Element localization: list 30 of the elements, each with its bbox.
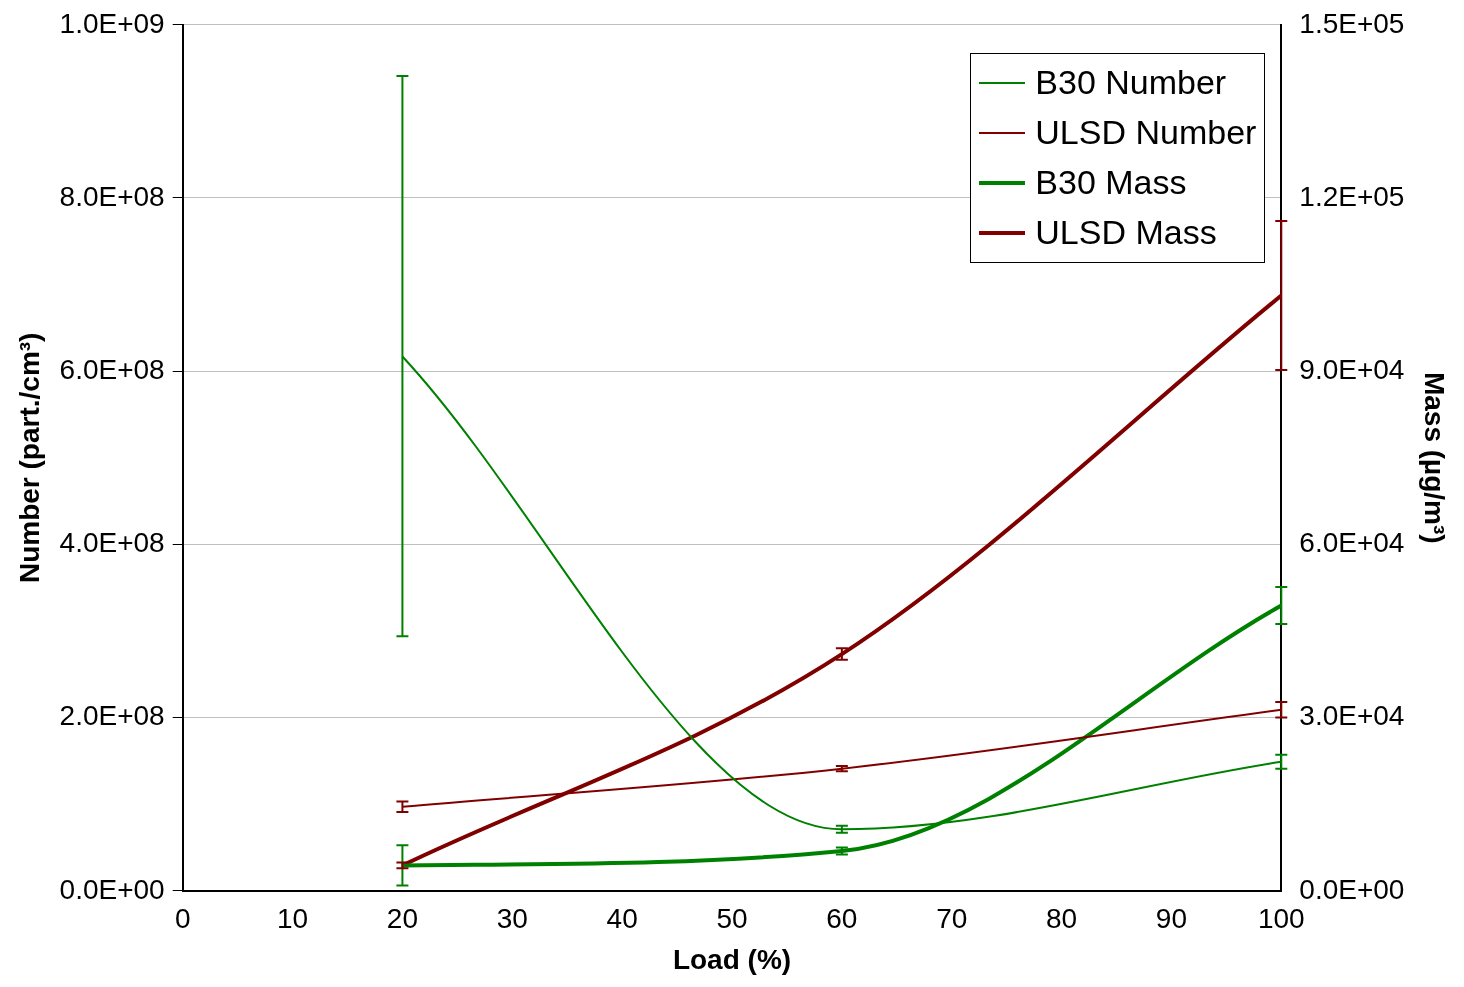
y-tick-label: 4.0E+08	[59, 527, 165, 559]
x-tick-label: 0	[174, 903, 191, 935]
y-tick-label: 6.0E+08	[59, 353, 165, 385]
x-tick-label: 30	[496, 903, 528, 935]
y-axis-title: Number (part./cm³)	[13, 332, 45, 584]
legend-label: ULSD Number	[1035, 113, 1257, 153]
legend-label: ULSD Mass	[1035, 213, 1217, 253]
legend-label: B30 Mass	[1035, 163, 1187, 203]
legend-label: B30 Number	[1035, 63, 1227, 103]
y-tick-label: 2.0E+08	[59, 700, 165, 732]
x-tick-label: 70	[936, 903, 968, 935]
y-tick-label: 1.0E+09	[59, 7, 165, 39]
y2-tick-label: 1.2E+05	[1299, 180, 1405, 212]
x-axis-title: Load (%)	[672, 943, 792, 975]
y2-tick-label: 0.0E+00	[1299, 873, 1405, 905]
x-tick-label: 50	[716, 903, 748, 935]
y-tick-label: 0.0E+00	[59, 873, 165, 905]
x-tick-label: 20	[386, 903, 418, 935]
y2-tick-label: 3.0E+04	[1299, 700, 1405, 732]
x-tick-label: 60	[826, 903, 858, 935]
x-tick-label: 100	[1257, 903, 1305, 935]
y2-tick-label: 6.0E+04	[1299, 527, 1405, 559]
y-tick-label: 8.0E+08	[59, 180, 165, 212]
y2-tick-label: 9.0E+04	[1299, 353, 1405, 385]
y2-tick-label: 1.5E+05	[1299, 7, 1405, 39]
x-tick-label: 40	[606, 903, 638, 935]
x-tick-label: 80	[1046, 903, 1078, 935]
y2-axis-title: Mass (µg/m³)	[1419, 371, 1451, 544]
x-tick-label: 90	[1155, 903, 1188, 935]
x-tick-label: 10	[276, 903, 309, 935]
